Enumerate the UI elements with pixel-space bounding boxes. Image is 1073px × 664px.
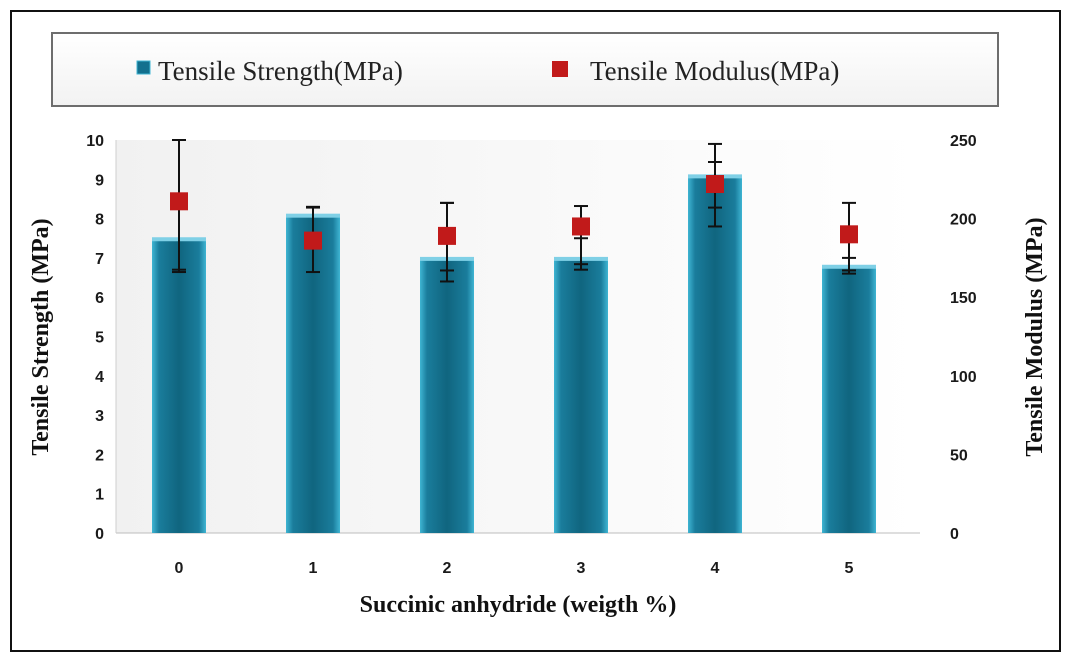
y-tick-label: 4 xyxy=(95,369,104,386)
x-tick-label: 2 xyxy=(443,560,452,577)
bar-tensile-strength-3 xyxy=(554,257,608,533)
right-axis-ticks: 0 50 100 150 200 250 xyxy=(950,133,977,543)
y-tick-label: 3 xyxy=(95,408,104,425)
bar-tensile-strength-5 xyxy=(822,265,876,533)
y2-tick-label: 100 xyxy=(950,369,977,386)
legend-label-tensile-strength: Tensile Strength(MPa) xyxy=(158,56,403,86)
bar-tensile-strength-2 xyxy=(420,257,474,533)
legend: Tensile Strength(MPa) Tensile Modulus(MP… xyxy=(51,32,999,107)
y-tick-label: 1 xyxy=(95,487,104,504)
bars-group xyxy=(152,174,876,534)
x-axis-ticks: 0 1 2 3 4 5 xyxy=(175,560,854,577)
x-tick-label: 3 xyxy=(577,560,586,577)
marker-tensile-modulus-5 xyxy=(840,225,858,244)
marker-tensile-modulus-1 xyxy=(304,231,322,250)
x-tick-label: 0 xyxy=(175,560,184,577)
y2-tick-label: 150 xyxy=(950,290,977,307)
y2-tick-label: 250 xyxy=(950,133,977,150)
bar-tensile-strength-4 xyxy=(688,175,742,533)
y2-axis-title: Tensile Modulus (MPa) xyxy=(1022,217,1048,456)
legend-marker-tensile-modulus xyxy=(552,61,568,77)
y-tick-label: 5 xyxy=(95,330,104,347)
y-tick-label: 6 xyxy=(95,290,104,307)
marker-tensile-modulus-4 xyxy=(706,175,724,194)
marker-tensile-modulus-3 xyxy=(572,217,590,236)
bar-tensile-strength-0 xyxy=(152,238,206,533)
y-tick-label: 0 xyxy=(95,526,104,543)
marker-tensile-modulus-2 xyxy=(438,226,456,245)
y2-tick-label: 0 xyxy=(950,526,959,543)
left-axis-ticks: 0 1 2 3 4 5 6 7 8 9 10 xyxy=(86,133,104,543)
legend-box xyxy=(51,32,999,107)
x-tick-label: 5 xyxy=(845,560,854,577)
x-tick-label: 1 xyxy=(309,560,318,577)
x-tick-label: 4 xyxy=(711,560,720,577)
y2-tick-label: 50 xyxy=(950,447,968,464)
plot-area xyxy=(116,140,920,533)
legend-label-tensile-modulus: Tensile Modulus(MPa) xyxy=(590,56,839,86)
y-tick-label: 2 xyxy=(95,447,104,464)
y2-tick-label: 200 xyxy=(950,212,977,229)
y-tick-label: 8 xyxy=(95,212,104,229)
marker-tensile-modulus-0 xyxy=(170,192,188,211)
x-axis-title: Succinic anhydride (weigth %) xyxy=(360,592,677,618)
y-tick-label: 9 xyxy=(95,172,104,189)
modulus-markers-group xyxy=(170,175,858,250)
y-axis-title: Tensile Strength (MPa) xyxy=(28,218,54,455)
chart-frame xyxy=(10,10,1061,652)
y-tick-label: 10 xyxy=(86,133,104,150)
legend-swatch-tensile-strength xyxy=(136,60,151,75)
y-tick-label: 7 xyxy=(95,251,104,268)
